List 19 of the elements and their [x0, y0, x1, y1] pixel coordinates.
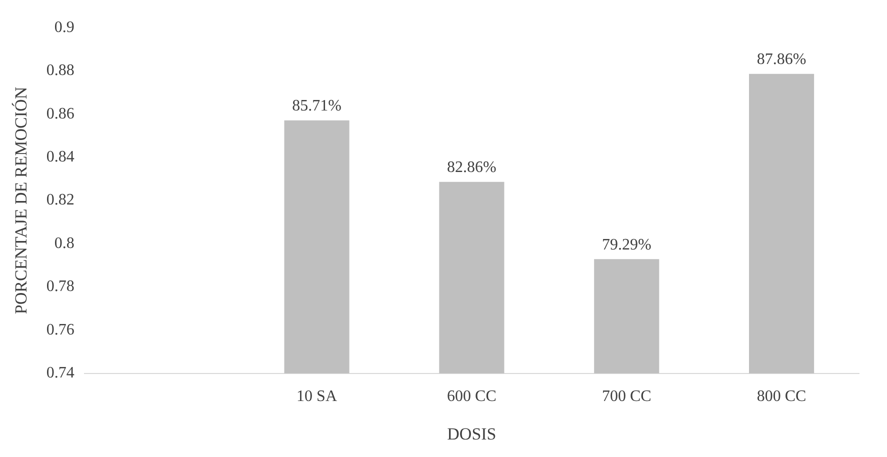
x-axis-title: DOSIS [447, 424, 496, 444]
x-tick-label: 10 SA [296, 388, 338, 406]
x-tick-label: 700 CC [602, 388, 652, 406]
y-tick-label: 0.82 [46, 192, 74, 209]
data-label: 87.86% [756, 51, 806, 68]
y-tick-label: 0.86 [46, 105, 74, 122]
data-label: 82.86% [447, 159, 496, 176]
y-tick-label: 0.78 [46, 278, 74, 296]
data-label: 85.71% [292, 98, 342, 115]
y-tick-label: 0.76 [46, 321, 74, 338]
y-tick-label: 0.74 [46, 364, 74, 382]
y-tick-label: 0.9 [54, 18, 74, 36]
data-label: 79.29% [602, 236, 652, 254]
x-tick-label: 800 CC [756, 388, 806, 406]
y-tick-label: 0.84 [46, 148, 74, 166]
x-tick-label: 600 CC [447, 388, 496, 406]
y-tick-label: 0.88 [46, 62, 74, 80]
y-axis-title: PORCENTAJE DE REMOCIÓN [12, 86, 31, 314]
y-tick-label: 0.8 [54, 234, 74, 252]
